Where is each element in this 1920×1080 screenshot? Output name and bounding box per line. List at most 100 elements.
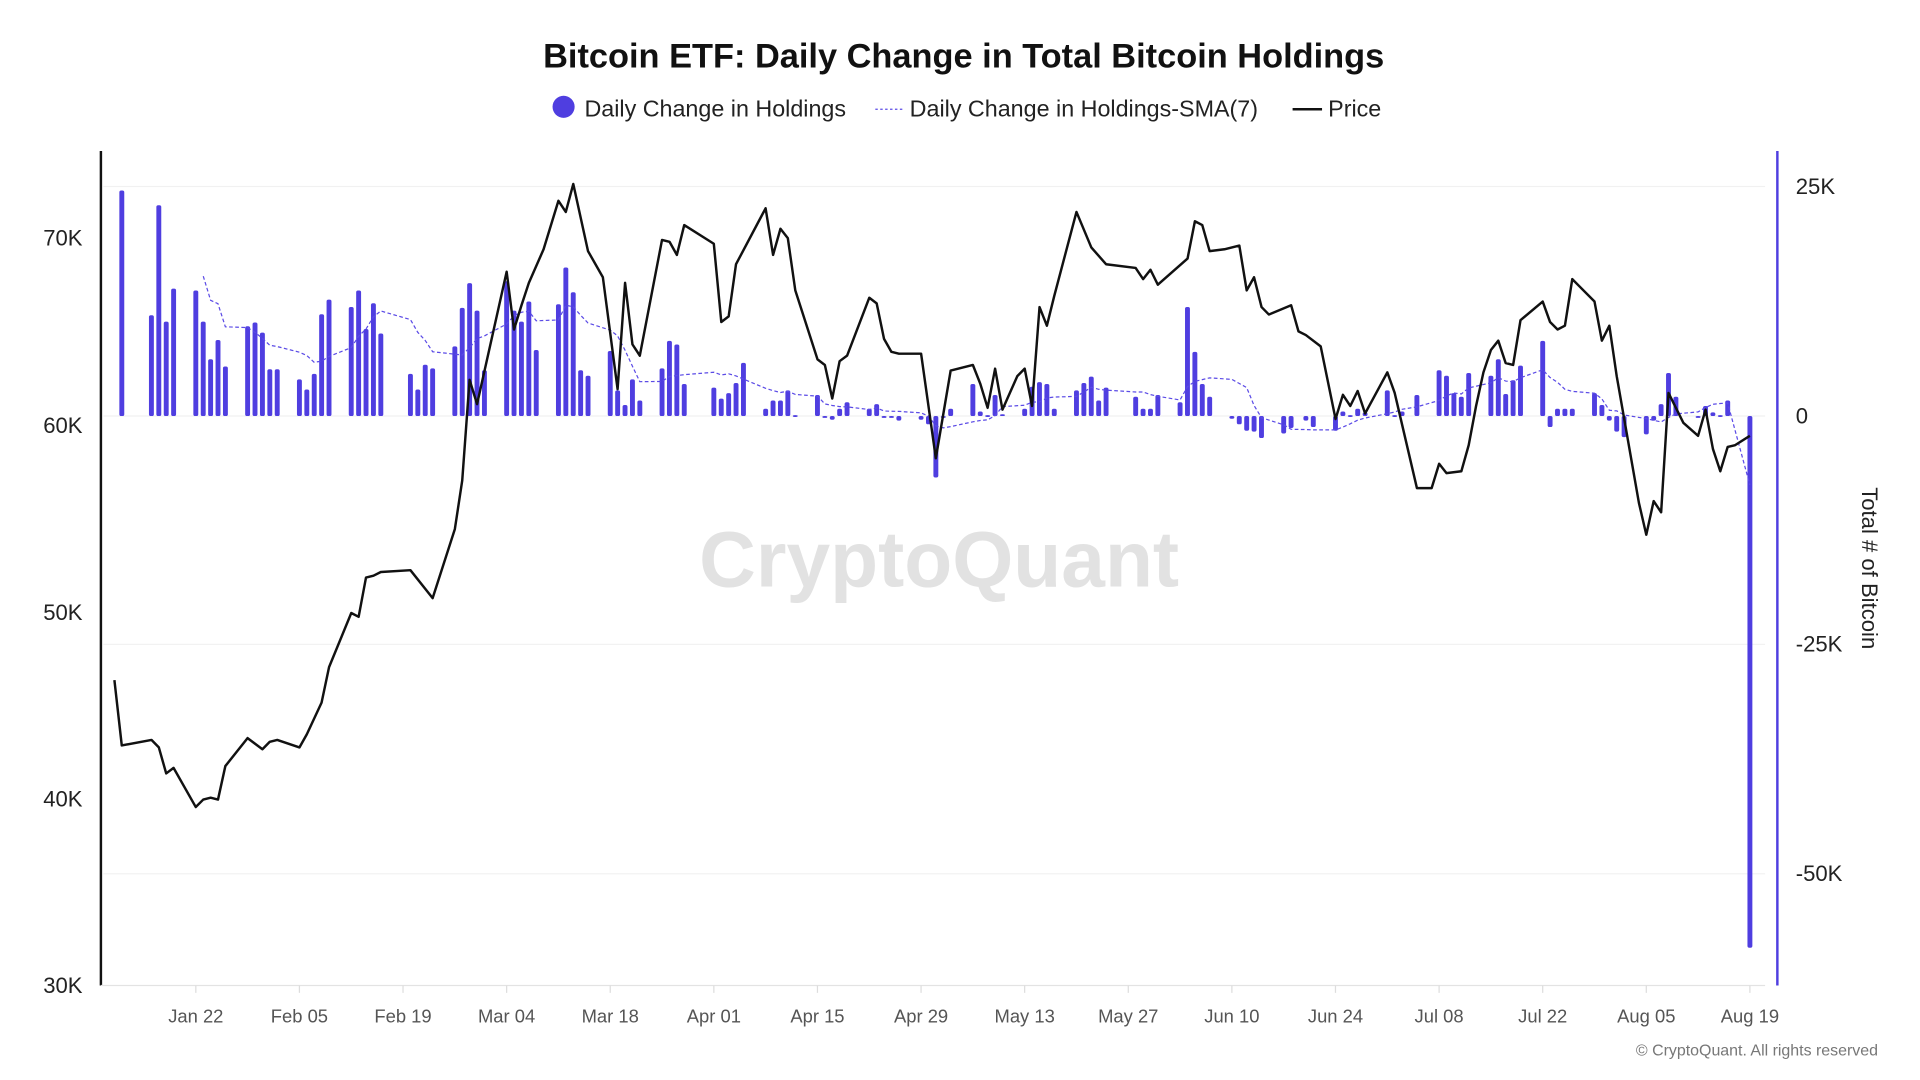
x-tick-label: Jul 22 <box>1518 1005 1567 1026</box>
holdings-bar <box>1074 390 1079 417</box>
copyright: © CryptoQuant. All rights reserved <box>1636 1042 1878 1059</box>
holdings-bar <box>208 359 214 417</box>
holdings-bar <box>770 400 776 417</box>
holdings-bar <box>918 416 924 420</box>
holdings-bar <box>1088 376 1094 417</box>
holdings-bar <box>518 321 524 417</box>
x-tick-label: Feb 19 <box>374 1005 431 1026</box>
holdings-bar <box>252 322 258 417</box>
holdings-bar <box>837 408 843 417</box>
holdings-bar <box>822 416 828 418</box>
holdings-bar <box>1606 416 1612 421</box>
holdings-bar <box>874 404 880 417</box>
left-tick-label: 50K <box>43 600 83 625</box>
holdings-bar <box>1103 387 1109 417</box>
holdings-bar <box>1562 408 1568 417</box>
left-tick-label: 40K <box>43 786 83 811</box>
holdings-bar <box>970 383 976 417</box>
holdings-bar <box>504 281 510 417</box>
holdings-bar <box>1236 416 1242 425</box>
holdings-bar <box>615 390 621 417</box>
right-axis-ticks: 25K 0 -25K -50K <box>1796 174 1843 886</box>
x-tick-label: Apr 29 <box>894 1005 948 1026</box>
x-tick-label: Jun 10 <box>1204 1005 1259 1026</box>
holdings-bar <box>844 402 850 417</box>
holdings-bar <box>407 373 413 417</box>
holdings-bar <box>1717 415 1723 417</box>
holdings-bar <box>763 408 769 417</box>
holdings-bar <box>452 346 458 417</box>
holdings-bar <box>1444 375 1449 417</box>
holdings-bar <box>1244 416 1250 431</box>
holdings-bar <box>1281 416 1287 434</box>
holdings-bar <box>1333 416 1338 431</box>
holdings-bar <box>777 400 783 417</box>
left-axis-ticks: 30K 40K 50K 60K 70K <box>43 225 83 997</box>
holdings-bar <box>1037 382 1042 417</box>
holdings-bar <box>1192 351 1198 417</box>
holdings-bar <box>526 301 532 417</box>
holdings-bar <box>1518 365 1523 417</box>
holdings-bar <box>718 398 724 417</box>
price-line <box>113 182 1751 809</box>
holdings-bar <box>119 190 125 417</box>
holdings-bar <box>1540 340 1546 417</box>
holdings-bar <box>1695 416 1701 418</box>
x-tick-label: May 13 <box>995 1005 1055 1026</box>
holdings-bar <box>637 400 643 417</box>
holdings-bar <box>1148 408 1153 417</box>
holdings-bar <box>726 393 732 417</box>
holdings-bar <box>622 405 628 417</box>
holdings-bar <box>1199 383 1205 417</box>
holdings-bar <box>1096 400 1102 417</box>
holdings-bar <box>666 340 672 417</box>
holdings-bar <box>1000 414 1005 417</box>
holdings-bar <box>985 415 991 417</box>
right-tick-label: 0 <box>1796 403 1808 428</box>
holdings-bar <box>193 290 199 417</box>
legend-item-sma[interactable]: Daily Change in Holdings-SMA(7) <box>875 96 1258 122</box>
holdings-bar <box>1355 408 1361 417</box>
holdings-bar <box>792 415 798 417</box>
x-axis-ticks: Jan 22 Feb 05 Feb 19 Mar 04 Mar 18 Apr 01 Apr … <box>168 985 1779 1026</box>
holdings-bar <box>326 299 332 417</box>
holdings-bar <box>1725 400 1731 417</box>
legend-label: Price <box>1328 96 1381 122</box>
holdings-bar <box>1303 416 1309 421</box>
holdings-bar <box>1747 416 1753 948</box>
holdings-bar <box>415 389 421 417</box>
holdings-bar <box>259 332 265 417</box>
holdings-bar <box>1599 405 1605 417</box>
legend-item-price[interactable]: Price <box>1292 96 1382 122</box>
holdings-bar <box>348 306 354 417</box>
holdings-bar <box>378 333 384 417</box>
holdings-bar <box>1547 416 1553 428</box>
holdings-bar <box>1458 396 1464 417</box>
holdings-bar <box>1710 412 1716 417</box>
legend: Daily Change in Holdings Daily Change in… <box>552 95 1382 122</box>
x-tick-label: Jul 08 <box>1415 1005 1464 1026</box>
holdings-bar <box>1392 415 1398 417</box>
right-tick-label: 25K <box>1796 174 1836 199</box>
x-tick-label: May 27 <box>1098 1005 1158 1026</box>
holdings-bar <box>1643 416 1649 435</box>
holdings-bar <box>814 394 820 417</box>
holdings-bar <box>171 288 177 417</box>
holdings-bar <box>422 364 428 417</box>
holdings-bar <box>1466 372 1472 417</box>
holdings-bar <box>430 368 436 417</box>
holdings-bar <box>1510 380 1516 417</box>
holdings-bar <box>1555 408 1560 417</box>
holdings-bar <box>896 416 902 421</box>
x-tick-label: Jan 22 <box>168 1005 223 1026</box>
holdings-bar <box>267 369 273 417</box>
legend-dot-icon <box>552 95 575 118</box>
holdings-bar <box>1347 415 1353 417</box>
holdings-bar <box>563 267 569 417</box>
holdings-bar <box>1022 408 1028 417</box>
legend-item-holdings[interactable]: Daily Change in Holdings <box>552 95 847 122</box>
holdings-bar <box>829 416 835 420</box>
holdings-bar <box>889 416 894 418</box>
holdings-bar <box>1259 416 1264 439</box>
holdings-bar <box>1384 390 1390 417</box>
